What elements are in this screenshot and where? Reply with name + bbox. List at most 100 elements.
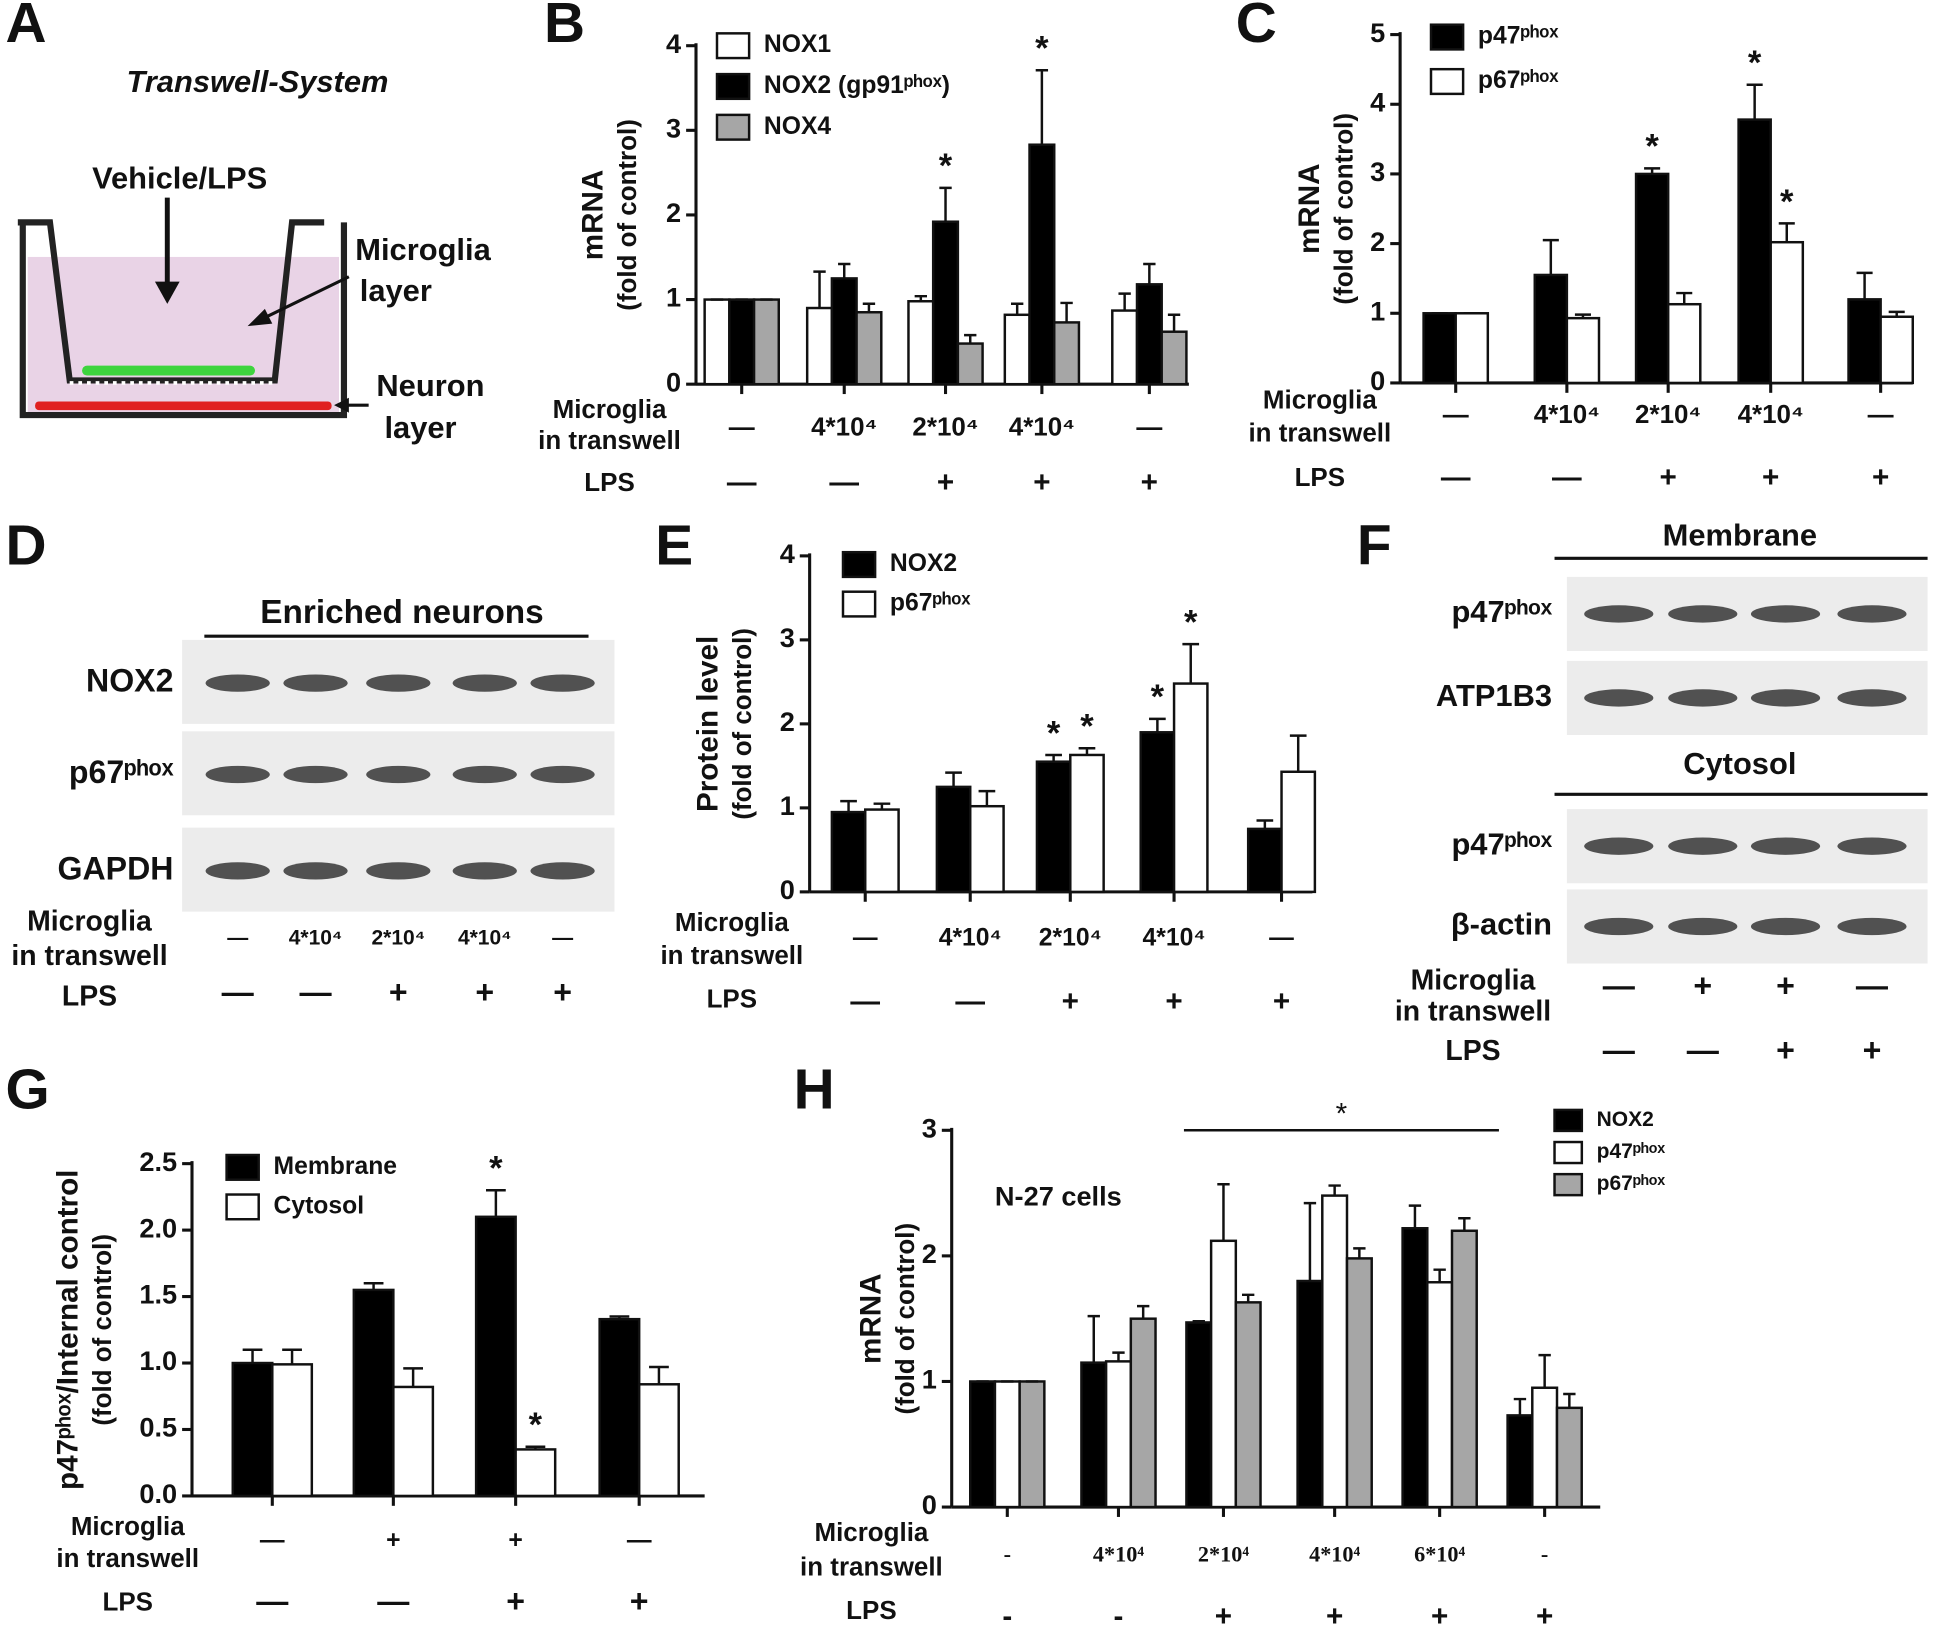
condition-label: — [227,926,248,949]
y-tick-label: 4 [780,538,795,569]
panel-letter: H [794,1058,835,1121]
y-tick-label: 0 [666,366,681,397]
panel-letter: E [655,515,693,578]
neuron-cells [35,401,332,411]
band [283,862,348,880]
x-tick-label: 4*10⁴ [1309,1542,1360,1567]
x-tick-label: + [630,1583,649,1619]
x-tick-label: 4*10⁴ [811,414,877,442]
legend-swatch [225,1193,260,1221]
row-label: LPS [103,1588,153,1616]
blot-row-label: β-actin [1451,907,1552,942]
error-bar [1856,271,1873,300]
legend-label: NOX2 [890,550,957,577]
error-bar [242,1348,263,1364]
y-tick-label: 3 [922,1112,937,1143]
x-tick-label: + [1762,461,1779,494]
band [1750,837,1821,855]
blot-title: Membrane [1663,518,1817,553]
significance-mark: * [1035,30,1049,68]
error-bar [813,270,826,309]
bar [830,277,858,386]
bar [1422,312,1457,385]
error-bar [1182,642,1200,684]
band [1668,689,1738,707]
band [1837,837,1907,855]
error-bar [649,1365,669,1385]
bar [1053,321,1081,386]
bar [805,306,834,386]
bar [271,1363,314,1498]
condition-label: + [1776,1032,1795,1068]
band [452,862,517,880]
bar [1139,731,1176,894]
error-bar [1746,83,1763,120]
legend-label: p47ᵖʰᵒˣ [1597,1140,1666,1163]
bar [1080,1361,1108,1509]
bar [864,808,900,894]
row-label: in transwell [1248,420,1391,448]
bar [1185,1321,1213,1509]
legend-label: NOX4 [764,113,831,140]
bar [1345,1257,1373,1509]
legend-swatch [1429,67,1465,96]
band [283,765,348,784]
band [1668,605,1738,623]
blot-row-label: p47ᵖʰᵒˣ [1451,826,1552,861]
bar [1426,1281,1454,1509]
band [452,765,517,784]
condition-label: + [1776,968,1795,1004]
condition-label: + [389,974,408,1010]
legend-swatch [1429,23,1465,51]
bar [993,1380,1021,1509]
layer-label: layer [360,273,432,308]
annotation: N-27 cells [995,1180,1122,1211]
error-bar [1112,1351,1125,1362]
error-bar [1888,310,1905,317]
error-bar [978,789,996,807]
error-bar [914,294,927,302]
y-axis-label: Protein level [691,636,724,812]
error-bar [840,799,857,813]
error-bar [862,302,876,313]
y-tick-label: 3 [780,622,795,653]
x-tick-label: 4*10⁴ [1738,401,1804,429]
arrow-head [334,397,349,413]
band [1750,605,1821,623]
significance-mark: * [939,147,953,185]
row-label: Microglia [553,396,667,424]
error-bar [486,1188,506,1217]
bar [1769,240,1805,385]
error-bar [1778,222,1795,243]
error-bar [1192,1319,1205,1323]
legend-swatch [841,590,877,618]
panel-d: D Enriched neurons NOX2 p67ᵖʰᵒˣ GAPDH Micro… [5,515,615,1013]
error-bar [1353,1247,1366,1259]
legend-label: NOX1 [764,31,831,58]
legend-swatch [715,113,751,141]
error-bar [873,802,891,810]
arrow-head [154,281,180,304]
y-axis-label: (fold of control) [614,119,642,311]
legend-label: p47ᵖʰᵒˣ [1478,23,1559,50]
arrow-head [247,308,273,327]
bar [1531,1386,1559,1509]
blot-title: Enriched neurons [260,594,543,631]
legend-label: Cytosol [274,1192,365,1219]
x-tick-label: 2*10⁴ [1635,401,1701,429]
bar [514,1448,557,1498]
y-tick-label: 0.0 [139,1478,177,1509]
legend-label: NOX2 [1597,1108,1654,1131]
bar [392,1385,435,1498]
panel-letter: A [5,0,46,55]
x-tick-label: — [853,924,878,951]
bar [1737,118,1772,385]
error-bar [363,1282,384,1290]
y-tick-label: 2 [922,1238,937,1269]
condition-label: — [552,926,573,949]
bar [1454,312,1490,385]
bar [352,1288,395,1498]
band [205,674,270,692]
x-tick-label: — [1441,461,1471,494]
x-tick-label: — [377,1583,410,1619]
